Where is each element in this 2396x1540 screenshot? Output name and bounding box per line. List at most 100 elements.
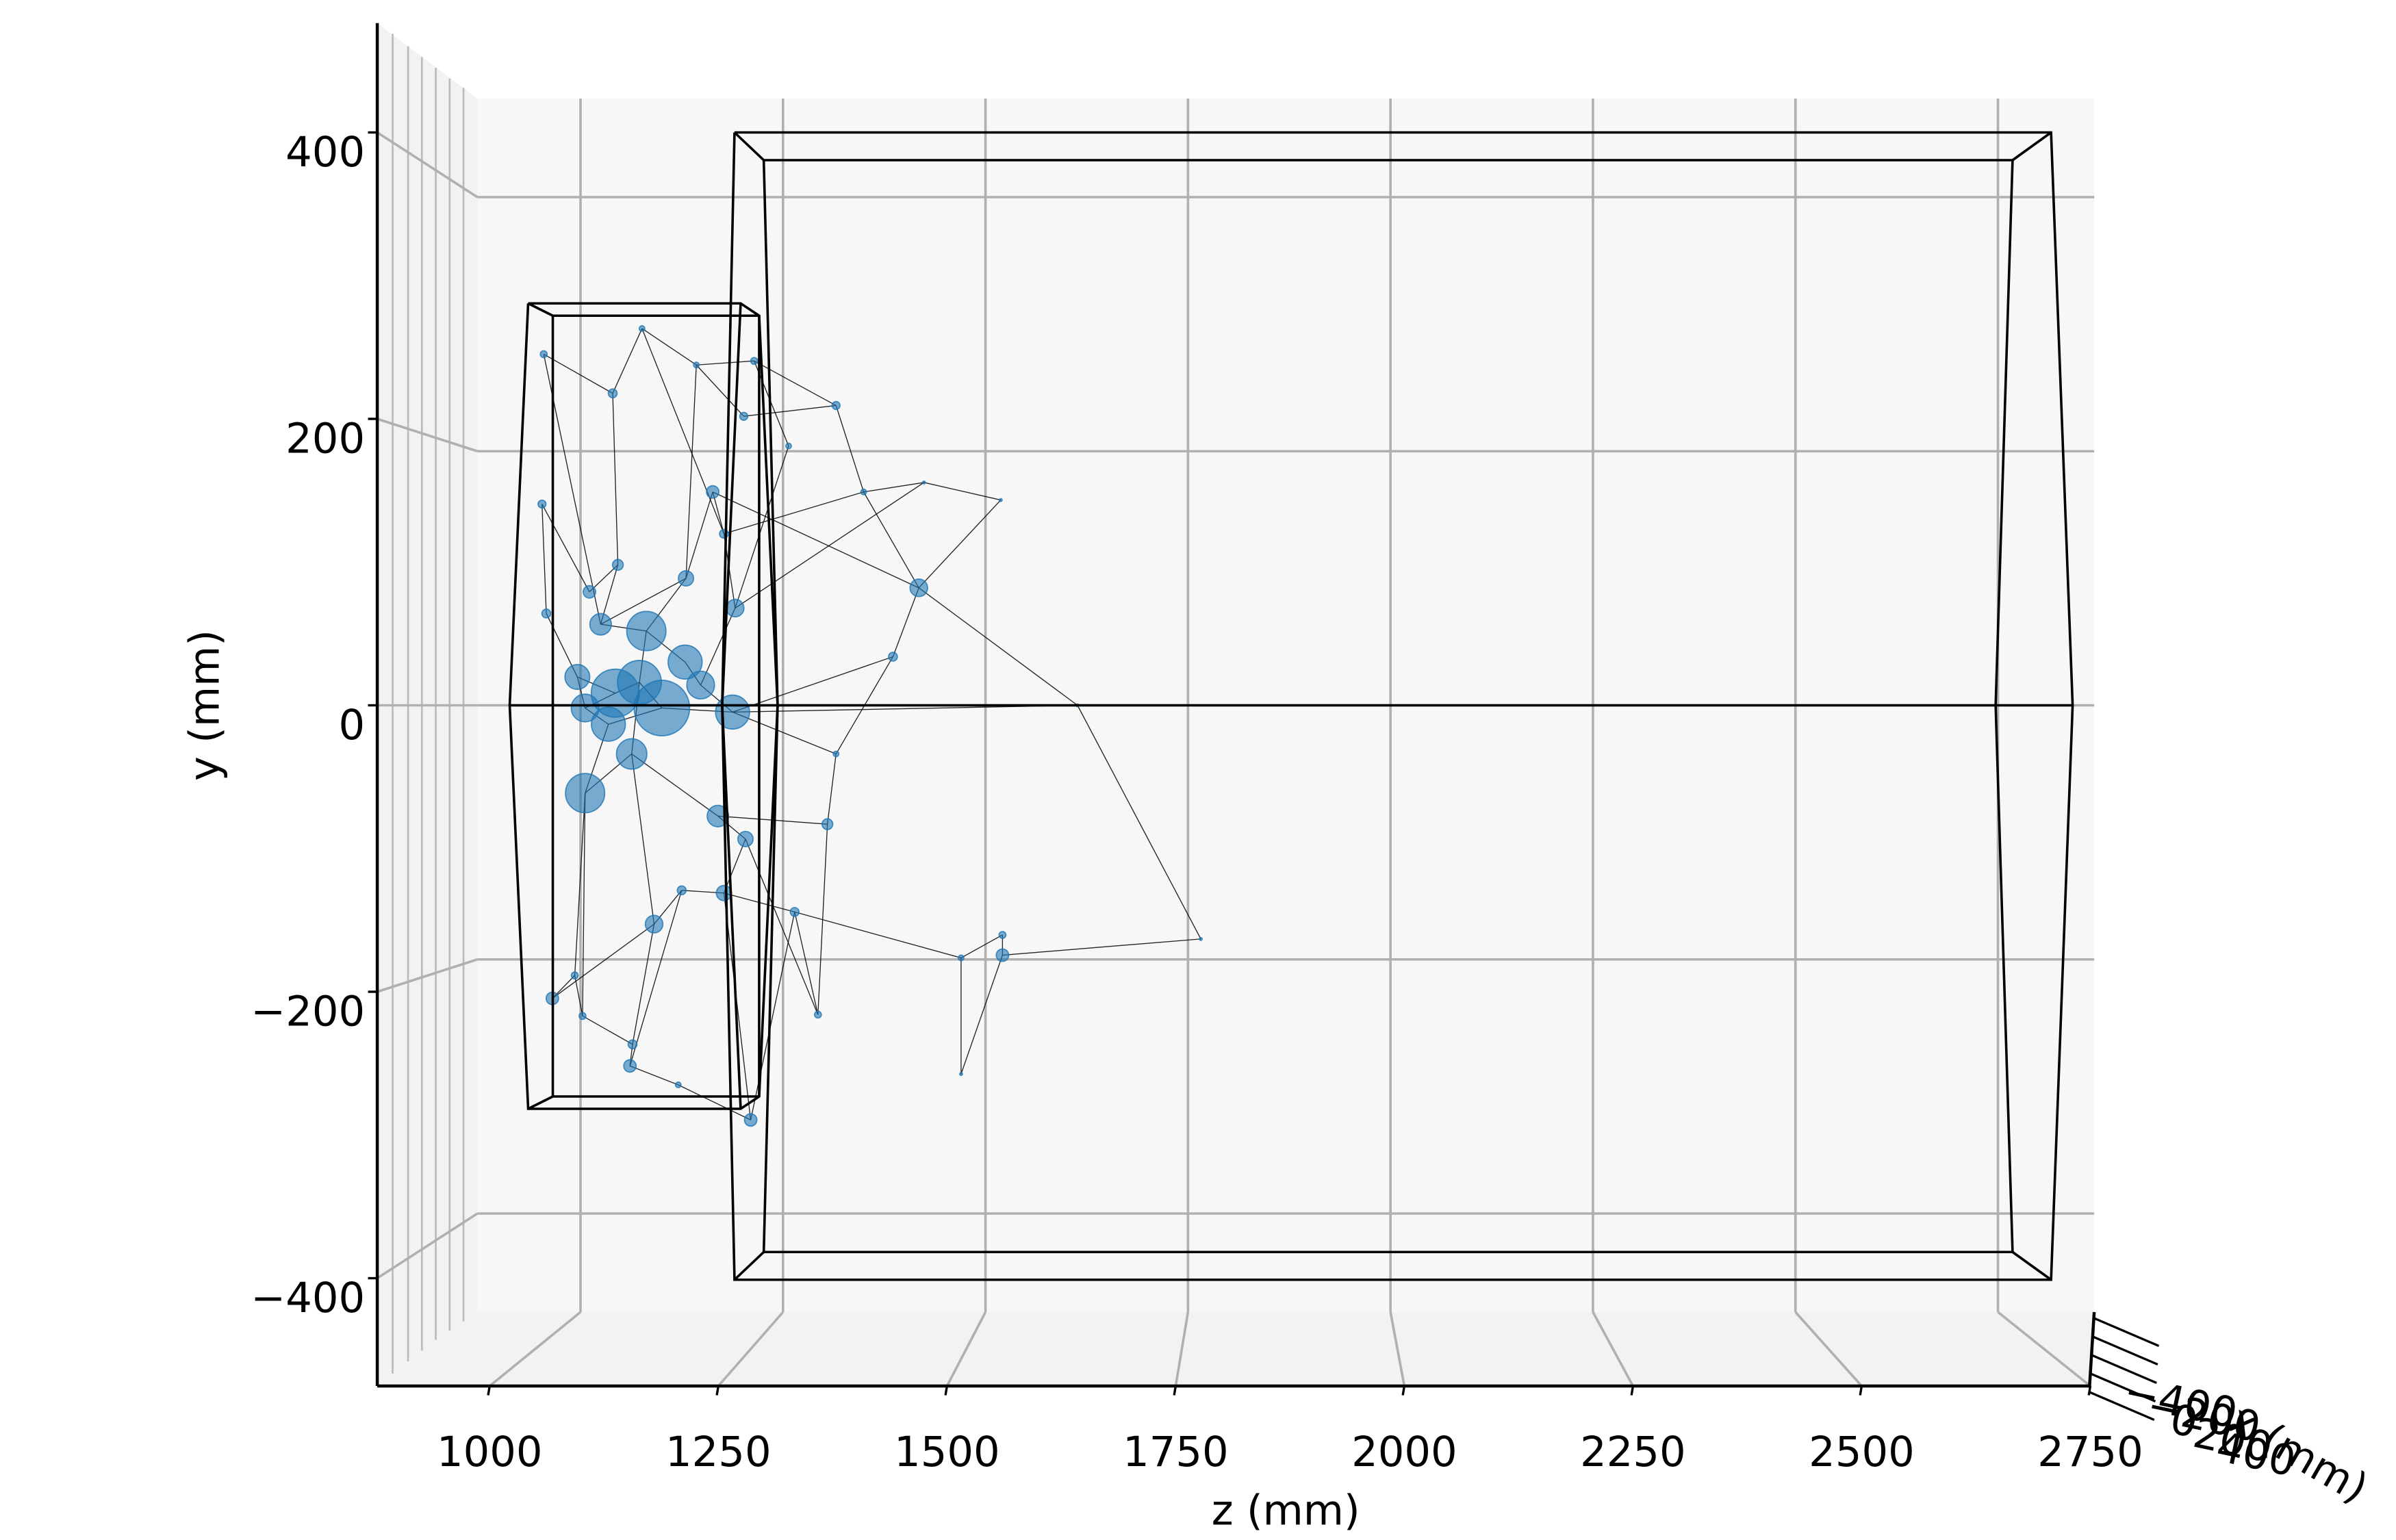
edge	[732, 711, 837, 755]
x-tick-mark	[944, 1385, 949, 1396]
edge	[1077, 705, 1201, 940]
point	[617, 660, 662, 705]
point	[678, 570, 695, 587]
point	[583, 585, 596, 599]
edge	[918, 500, 1002, 589]
edge	[723, 893, 752, 1120]
x-tick-label: 2500	[1809, 1428, 1915, 1476]
edge	[735, 482, 925, 608]
point	[693, 361, 700, 369]
edge	[960, 934, 1003, 959]
edge	[582, 793, 586, 1016]
grid-line	[377, 1212, 479, 1280]
x-tick-label: 1000	[437, 1428, 543, 1476]
point	[706, 485, 720, 499]
detector-boxes	[508, 131, 2074, 1281]
box-edge	[733, 1250, 765, 1281]
point	[958, 1072, 963, 1077]
grid-line	[1592, 1311, 1635, 1387]
point	[998, 498, 1003, 502]
edge	[631, 753, 719, 817]
floor-pane	[377, 1312, 2095, 1386]
point	[813, 1010, 822, 1019]
x-tick-label: 1750	[1123, 1428, 1229, 1476]
edge	[574, 793, 586, 976]
edge	[712, 491, 919, 589]
point	[1199, 936, 1203, 941]
point	[570, 971, 579, 980]
edge	[923, 482, 1002, 501]
edge	[629, 1065, 678, 1086]
edge	[723, 838, 746, 894]
point	[995, 948, 1010, 962]
edge	[826, 754, 837, 825]
edge	[696, 360, 754, 365]
point	[921, 480, 926, 485]
y-tick-label: −200	[251, 988, 365, 1036]
edge	[631, 754, 655, 925]
point	[537, 499, 547, 509]
grid-line	[1997, 1311, 2091, 1387]
x-tick-mark	[487, 1385, 491, 1396]
point	[591, 706, 626, 742]
point	[676, 885, 687, 896]
grid-line	[377, 131, 479, 198]
point	[541, 608, 552, 619]
point	[539, 350, 548, 359]
y-axis-label: y (mm)	[181, 630, 229, 781]
edge	[543, 353, 613, 394]
point	[626, 611, 667, 652]
edge	[892, 587, 919, 657]
x-tick-mark	[1859, 1385, 1863, 1396]
grid-line	[1389, 1311, 1406, 1387]
x-tick-mark	[715, 1385, 719, 1396]
x-tick-label: 2750	[2037, 1428, 2143, 1476]
point	[739, 411, 749, 421]
point	[565, 773, 606, 814]
grid-line	[945, 1311, 987, 1387]
point	[998, 931, 1007, 939]
box-edge	[2011, 1250, 2052, 1281]
point	[750, 357, 759, 365]
point	[789, 907, 800, 917]
depth-tick-mark	[2093, 1317, 2160, 1348]
edge	[574, 975, 583, 1016]
edge	[641, 328, 697, 365]
point	[831, 400, 841, 411]
point	[570, 693, 600, 723]
box-edge	[733, 131, 765, 162]
x-tick-mark	[2087, 1385, 2092, 1396]
point	[611, 559, 624, 572]
depth-tick-mark	[2092, 1335, 2158, 1366]
edge	[552, 923, 654, 999]
point	[888, 652, 898, 662]
point	[564, 664, 591, 691]
edge	[582, 1015, 633, 1045]
depth-axis-spine	[2088, 1311, 2096, 1387]
point	[957, 954, 965, 962]
point	[638, 325, 646, 332]
edge	[629, 890, 683, 1066]
x-tick-mark	[1401, 1385, 1406, 1396]
point	[909, 578, 928, 598]
x-tick-label: 1250	[665, 1428, 772, 1476]
depth-tick-mark	[2091, 1354, 2157, 1385]
edge	[612, 328, 643, 394]
edge	[541, 504, 547, 614]
point	[578, 1012, 587, 1021]
labels: 1000 1250 1500 1750 2000 2250 2500 2750−400−200…	[251, 129, 2299, 1487]
edge	[863, 491, 919, 589]
point	[615, 738, 648, 770]
grid-line	[489, 1311, 582, 1387]
edge	[863, 482, 924, 493]
point	[589, 613, 612, 636]
edge	[1002, 938, 1201, 956]
edge	[835, 405, 865, 492]
x-axis-label: z (mm)	[1212, 1487, 1360, 1535]
x-tick-label: 2000	[1351, 1428, 1457, 1476]
point	[785, 442, 792, 450]
y-tick-label: 200	[285, 415, 365, 463]
point	[726, 598, 745, 618]
edge	[745, 838, 819, 1015]
